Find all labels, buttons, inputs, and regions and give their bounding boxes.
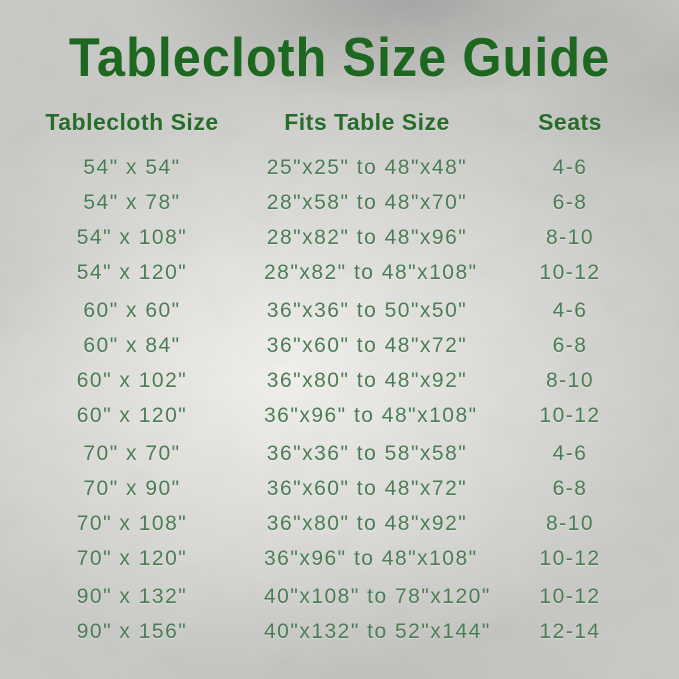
table-row: 54" x 120" 28"x82" to 48"x108" 10-12 bbox=[0, 255, 679, 290]
tablecloth-size-cell: 60" x 60" bbox=[83, 299, 181, 322]
seats-cell: 12-14 bbox=[539, 620, 601, 643]
fits-table-size-cell: 36"x80" to 48"x92" bbox=[266, 512, 468, 535]
fits-table-size-cell: 28"x82" to 48"x96" bbox=[266, 226, 468, 249]
fits-table-size-cell: 40"x132" to 52"x144" bbox=[264, 620, 491, 643]
seats-cell: 6-8 bbox=[552, 334, 588, 357]
fits-table-size-cell: 28"x82" to 48"x108" bbox=[264, 261, 478, 284]
table-header-row: Tablecloth Size Fits Table Size Seats bbox=[0, 104, 679, 140]
tablecloth-size-cell: 54" x 78" bbox=[83, 191, 181, 214]
table-row: 54" x 108" 28"x82" to 48"x96" 8-10 bbox=[0, 220, 679, 255]
tablecloth-size-cell: 90" x 132" bbox=[76, 585, 188, 608]
seats-cell: 8-10 bbox=[545, 226, 595, 249]
table-row: 70" x 108" 36"x80" to 48"x92" 8-10 bbox=[0, 506, 679, 541]
fits-table-size-cell: 36"x36" to 50"x50" bbox=[266, 299, 468, 322]
seats-cell: 4-6 bbox=[552, 156, 588, 179]
fits-table-size-cell: 36"x60" to 48"x72" bbox=[266, 334, 468, 357]
seats-cell: 10-12 bbox=[539, 547, 601, 570]
seats-cell: 6-8 bbox=[552, 477, 588, 500]
table-body: 54" x 54" 25"x25" to 48"x48" 4-6 54" x 78" 2… bbox=[0, 150, 679, 649]
page-title: Tablecloth Size Guide bbox=[68, 26, 611, 88]
header-fits-table-size: Fits Table Size bbox=[284, 109, 450, 135]
fits-table-size-cell: 25"x25" to 48"x48" bbox=[266, 156, 468, 179]
seats-cell: 10-12 bbox=[539, 261, 601, 284]
seats-cell: 4-6 bbox=[552, 442, 588, 465]
size-table: Tablecloth Size Fits Table Size Seats 54… bbox=[0, 104, 679, 649]
tablecloth-size-cell: 70" x 120" bbox=[76, 547, 188, 570]
table-row: 70" x 70" 36"x36" to 58"x58" 4-6 bbox=[0, 436, 679, 471]
tablecloth-size-cell: 60" x 120" bbox=[76, 404, 188, 427]
fits-table-size-cell: 36"x60" to 48"x72" bbox=[266, 477, 468, 500]
table-row: 70" x 120" 36"x96" to 48"x108" 10-12 bbox=[0, 541, 679, 576]
fits-table-size-cell: 36"x80" to 48"x92" bbox=[266, 369, 468, 392]
table-row: 54" x 54" 25"x25" to 48"x48" 4-6 bbox=[0, 150, 679, 185]
tablecloth-size-cell: 70" x 108" bbox=[76, 512, 188, 535]
fits-table-size-cell: 28"x58" to 48"x70" bbox=[266, 191, 468, 214]
seats-cell: 8-10 bbox=[545, 512, 595, 535]
fits-table-size-cell: 36"x96" to 48"x108" bbox=[264, 404, 478, 427]
fits-table-size-cell: 36"x96" to 48"x108" bbox=[264, 547, 478, 570]
tablecloth-size-cell: 54" x 108" bbox=[76, 226, 188, 249]
tablecloth-size-cell: 60" x 102" bbox=[76, 369, 188, 392]
tablecloth-size-cell: 70" x 90" bbox=[83, 477, 181, 500]
table-row: 90" x 156" 40"x132" to 52"x144" 12-14 bbox=[0, 614, 679, 649]
table-row: 60" x 60" 36"x36" to 50"x50" 4-6 bbox=[0, 293, 679, 328]
seats-cell: 6-8 bbox=[552, 191, 588, 214]
header-tablecloth-size: Tablecloth Size bbox=[45, 109, 219, 135]
table-row: 54" x 78" 28"x58" to 48"x70" 6-8 bbox=[0, 185, 679, 220]
seats-cell: 8-10 bbox=[545, 369, 595, 392]
tablecloth-size-cell: 90" x 156" bbox=[76, 620, 188, 643]
tablecloth-size-cell: 54" x 120" bbox=[76, 261, 188, 284]
seats-cell: 4-6 bbox=[552, 299, 588, 322]
seats-cell: 10-12 bbox=[539, 404, 601, 427]
table-row: 70" x 90" 36"x60" to 48"x72" 6-8 bbox=[0, 471, 679, 506]
seats-cell: 10-12 bbox=[539, 585, 601, 608]
table-row: 60" x 84" 36"x60" to 48"x72" 6-8 bbox=[0, 328, 679, 363]
fits-table-size-cell: 40"x108" to 78"x120" bbox=[264, 585, 491, 608]
fits-table-size-cell: 36"x36" to 58"x58" bbox=[266, 442, 468, 465]
table-row: 60" x 120" 36"x96" to 48"x108" 10-12 bbox=[0, 398, 679, 433]
tablecloth-size-cell: 60" x 84" bbox=[83, 334, 181, 357]
table-row: 60" x 102" 36"x80" to 48"x92" 8-10 bbox=[0, 363, 679, 398]
tablecloth-size-cell: 70" x 70" bbox=[83, 442, 181, 465]
tablecloth-size-cell: 54" x 54" bbox=[83, 156, 181, 179]
header-seats: Seats bbox=[538, 109, 602, 135]
table-row: 90" x 132" 40"x108" to 78"x120" 10-12 bbox=[0, 579, 679, 614]
